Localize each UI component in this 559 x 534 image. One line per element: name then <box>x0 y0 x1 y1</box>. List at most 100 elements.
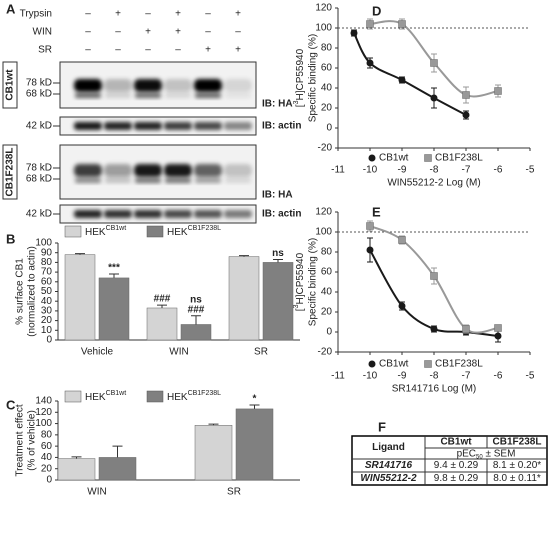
y-tick-label: 80 <box>321 43 333 54</box>
bar <box>146 307 178 341</box>
y-label-part: H]CP55940 <box>295 252 306 304</box>
y-axis-label: [3H]CP55940 <box>293 48 306 107</box>
y-label-part: [ <box>295 308 306 311</box>
blot-band <box>74 122 102 130</box>
ib-label: IB: HA <box>262 99 293 110</box>
lane-sign: + <box>175 9 181 20</box>
bar <box>235 408 274 481</box>
y-tick-label: 80 <box>321 247 333 258</box>
blot-frame <box>2 144 18 200</box>
legend-marker <box>424 154 432 162</box>
legend-name: HEK <box>85 392 106 403</box>
bar <box>98 457 137 481</box>
y-label-sup: 3 <box>293 100 300 104</box>
lane-sign: – <box>145 9 151 20</box>
blot-band <box>164 164 192 177</box>
annotation: ### <box>188 304 205 315</box>
y-tick-label: -20 <box>318 143 333 154</box>
legend-name: HEK <box>167 392 188 403</box>
bar <box>180 324 212 341</box>
point <box>494 87 502 95</box>
error-bar <box>112 445 123 458</box>
lane-sign: – <box>205 27 211 38</box>
blot-band <box>75 93 101 98</box>
blot-band <box>194 122 222 130</box>
legend-label: CB1F238L <box>435 153 483 164</box>
y-tick-label: 70 <box>41 267 53 278</box>
legend-label: CB1wt <box>379 153 409 164</box>
legend-marker <box>424 360 432 368</box>
panel-label: F <box>378 419 386 434</box>
error-bar <box>157 304 167 308</box>
blot-band <box>74 79 102 92</box>
bar <box>98 277 130 341</box>
y-tick-label: 20 <box>321 103 333 114</box>
point <box>462 111 470 119</box>
annotation: ns <box>272 248 284 259</box>
marker-label: 78 kD <box>26 163 52 174</box>
annotation: * <box>253 394 257 405</box>
y-axis-label: (normalized to actin) <box>27 246 38 337</box>
legend-sup: CB1F238L <box>188 390 222 397</box>
y-axis-label: Treatment effect <box>15 404 26 476</box>
y-tick-label: 80 <box>41 257 53 268</box>
y-tick-label: 20 <box>41 315 53 326</box>
legend-sup: CB1F238L <box>188 225 222 232</box>
legend-label: HEKCB1F238L <box>167 225 221 238</box>
y-tick-label: 80 <box>41 429 53 440</box>
legend-label: CB1wt <box>379 359 409 370</box>
marker-label: 42 kD <box>26 209 52 220</box>
x-tick-label: Vehicle <box>81 347 114 358</box>
y-tick-label: 50 <box>41 286 53 297</box>
blot-frame <box>2 61 18 109</box>
point <box>462 91 470 99</box>
sub-part: pEC <box>457 448 476 459</box>
bar <box>262 262 294 341</box>
panel-label: D <box>372 3 381 18</box>
error-bar <box>249 404 260 409</box>
x-tick-label: SR <box>227 487 241 498</box>
blot-band <box>164 79 192 92</box>
blot-band <box>105 93 131 98</box>
x-tick-label: -9 <box>398 371 407 382</box>
lane-sign: – <box>115 45 121 56</box>
blot-band <box>104 164 132 177</box>
panel-label: B <box>6 231 15 246</box>
table-cell: 8.0 ± 0.11* <box>493 473 541 484</box>
y-tick-label: 100 <box>35 238 52 249</box>
table-header: CB1F238L <box>493 437 542 448</box>
blot-band <box>164 122 192 130</box>
error-bar <box>208 423 219 426</box>
sub-part: ± SEM <box>483 448 516 459</box>
y-tick-label: 0 <box>326 123 332 134</box>
table-cell: 9.8 ± 0.29 <box>434 473 479 484</box>
legend-marker <box>368 154 376 162</box>
lane-sign: – <box>115 27 121 38</box>
blot-band <box>135 93 161 98</box>
y-tick-label: 120 <box>315 3 332 14</box>
row-label: SR <box>38 45 52 56</box>
table-header: Ligand <box>372 442 405 453</box>
y-axis-label: (% of vehicle) <box>27 410 38 471</box>
y-tick-label: 20 <box>321 307 333 318</box>
x-tick-label: -5 <box>526 165 535 176</box>
lane-sign: – <box>175 45 181 56</box>
error-bar <box>191 315 201 325</box>
annotation: ns <box>190 294 202 305</box>
error-bar <box>273 258 283 263</box>
blot-band <box>194 164 222 177</box>
lane-sign: – <box>235 27 241 38</box>
x-tick-label: -11 <box>331 371 345 382</box>
blot-band <box>134 164 162 177</box>
point <box>398 236 406 244</box>
marker-label: 78 kD <box>26 78 52 89</box>
legend-label: HEKCB1wt <box>85 390 126 403</box>
lane-sign: + <box>115 9 121 20</box>
table-header: CB1wt <box>440 437 472 448</box>
y-tick-label: 40 <box>41 296 53 307</box>
point <box>398 76 406 84</box>
x-tick-label: -9 <box>398 165 407 176</box>
annotation: *** <box>108 263 120 274</box>
y-tick-label: 100 <box>315 227 332 238</box>
legend-sup: CB1wt <box>106 225 127 232</box>
